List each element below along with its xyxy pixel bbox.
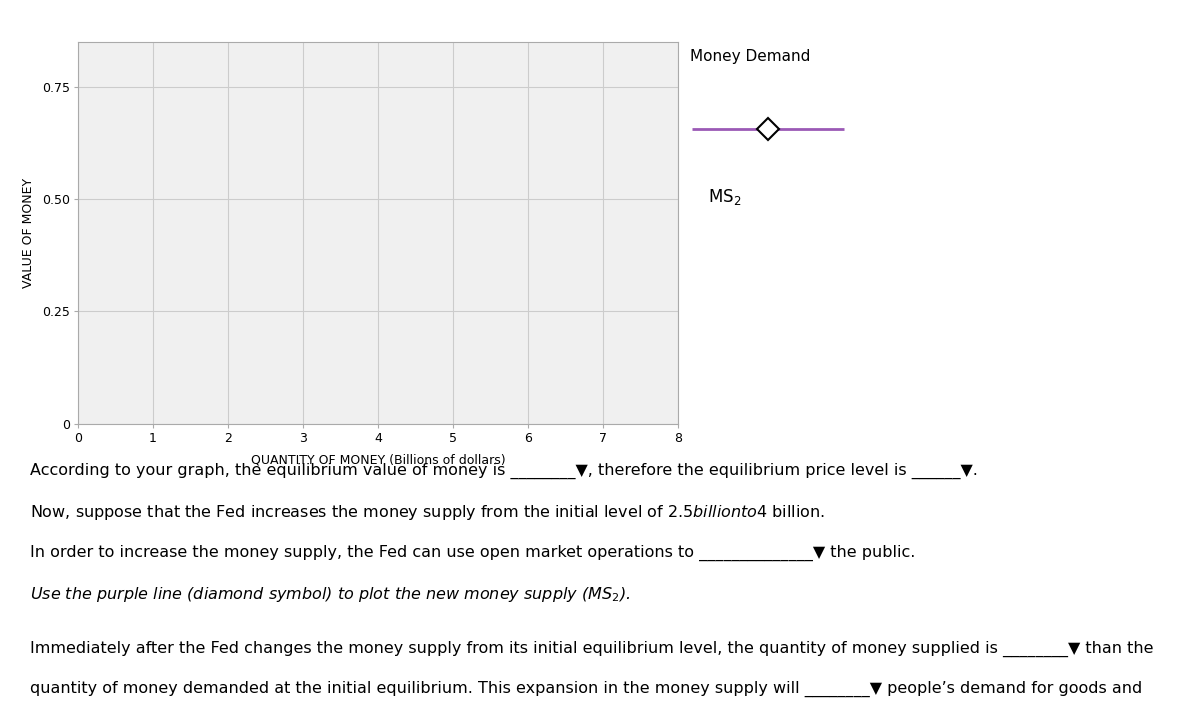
Text: Now, suppose that the Fed increases the money supply from the initial level of $: Now, suppose that the Fed increases the … (30, 503, 824, 522)
X-axis label: QUANTITY OF MONEY (Billions of dollars): QUANTITY OF MONEY (Billions of dollars) (251, 453, 505, 466)
Text: Use the purple line (diamond symbol) to plot the new money supply ($\mathit{MS}_: Use the purple line (diamond symbol) to … (30, 585, 630, 604)
Text: In order to increase the money supply, the Fed can use open market operations to: In order to increase the money supply, t… (30, 544, 916, 561)
Y-axis label: VALUE OF MONEY: VALUE OF MONEY (22, 178, 35, 288)
Text: quantity of money demanded at the initial equilibrium. This expansion in the mon: quantity of money demanded at the initia… (30, 681, 1142, 698)
Text: According to your graph, the equilibrium value of money is ________▼, therefore : According to your graph, the equilibrium… (30, 462, 978, 479)
Text: Immediately after the Fed changes the money supply from its initial equilibrium : Immediately after the Fed changes the mo… (30, 640, 1153, 657)
Text: Money Demand: Money Demand (690, 49, 810, 64)
Text: MS$_2$: MS$_2$ (708, 187, 742, 207)
